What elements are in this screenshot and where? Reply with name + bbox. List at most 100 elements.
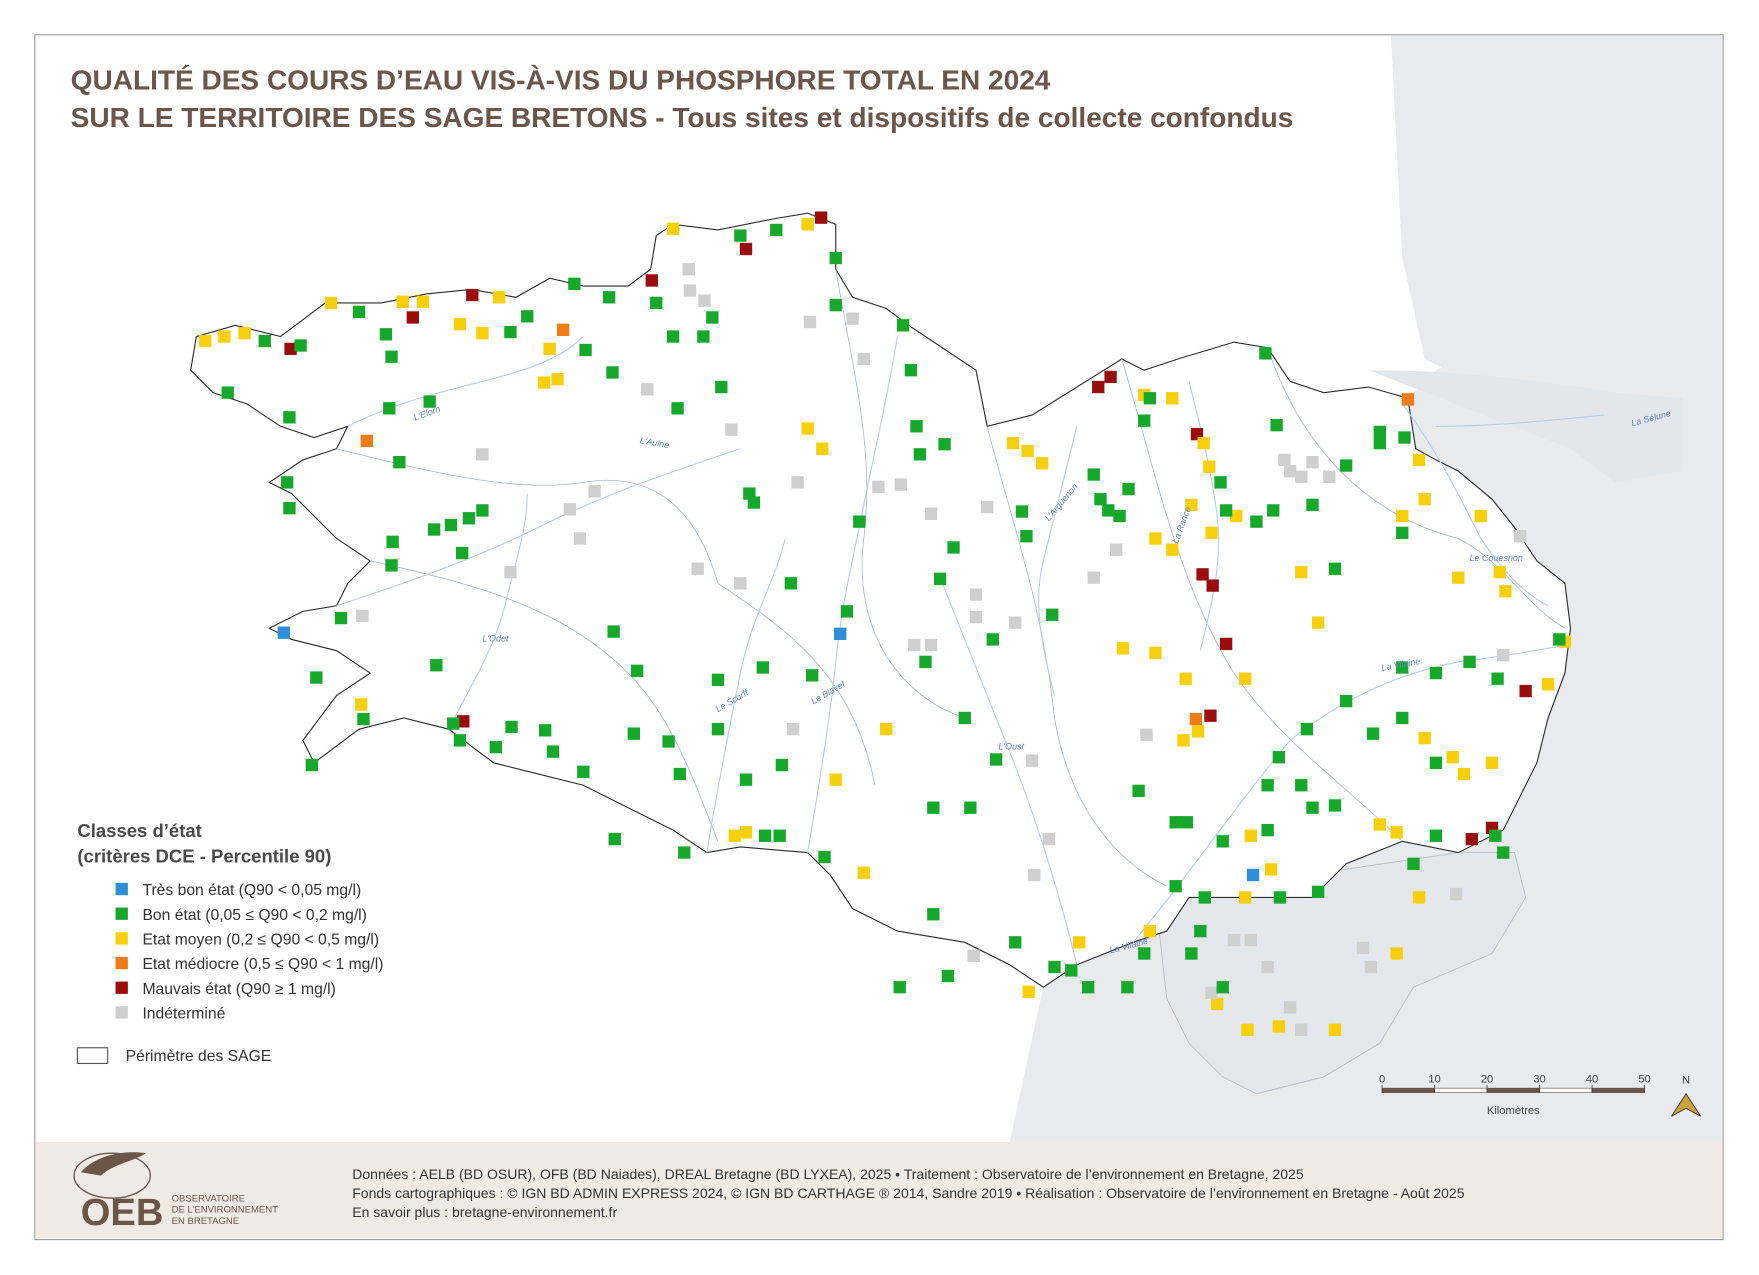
station-marker [1390, 826, 1403, 839]
station-marker [360, 434, 373, 448]
station-marker [573, 532, 587, 545]
legend-label: Très bon état (Q90 < 0,05 mg/l) [142, 882, 361, 899]
station-marker [556, 323, 570, 336]
legend-label: Etat moyen (0,2 ≤ Q90 < 0,5 mg/l) [142, 932, 379, 949]
scale-segment [1591, 1087, 1645, 1093]
north-label: N [1682, 1075, 1690, 1087]
station-marker [924, 507, 938, 520]
station-marker [283, 411, 296, 424]
station-marker [1048, 960, 1061, 974]
station-marker [666, 222, 680, 236]
station-marker [938, 438, 951, 451]
station-markers [199, 211, 1572, 1036]
station-marker [1412, 891, 1426, 904]
station-marker [1449, 887, 1463, 901]
station-marker [1356, 941, 1370, 955]
station-marker [221, 386, 234, 399]
station-marker [1270, 418, 1283, 432]
station-marker [1189, 712, 1203, 726]
station-marker [1116, 642, 1130, 655]
station-marker [1463, 655, 1476, 669]
station-marker [1272, 1020, 1286, 1033]
station-marker [1306, 456, 1319, 469]
station-marker [698, 294, 711, 307]
station-marker [352, 305, 366, 319]
station-marker [1122, 482, 1135, 496]
station-marker [947, 541, 960, 554]
station-marker [385, 559, 398, 572]
station-marker [1278, 453, 1291, 467]
station-marker [846, 312, 859, 325]
station-marker [1138, 414, 1151, 427]
station-marker [1087, 571, 1100, 584]
station-marker [1009, 616, 1022, 629]
legend-swatch [115, 882, 128, 896]
station-marker [715, 380, 728, 394]
station-marker [416, 295, 430, 308]
station-marker [801, 218, 814, 231]
station-marker [355, 698, 368, 711]
station-marker [310, 671, 323, 684]
station-marker [775, 758, 789, 772]
logo-acronym: OEB [81, 1191, 164, 1234]
station-marker [829, 251, 842, 265]
map-title: QUALITÉ DES COURS D’EAU VIS-À-VIS DU PHO… [71, 65, 1051, 96]
station-marker [427, 523, 441, 536]
station-marker [1143, 924, 1157, 938]
footer-line: Fonds cartographiques : © IGN BD ADMIN E… [352, 1185, 1464, 1201]
station-marker [1020, 530, 1033, 543]
station-marker [986, 633, 999, 646]
station-marker [588, 485, 601, 498]
station-marker [927, 801, 940, 814]
station-marker [1219, 637, 1233, 651]
station-marker [607, 625, 620, 638]
legend-label: Bon état (0,05 ≤ Q90 < 0,2 mg/l) [142, 907, 366, 924]
station-marker [423, 395, 436, 408]
station-marker [476, 327, 489, 340]
station-marker [606, 366, 619, 379]
station-marker [645, 274, 658, 287]
station-marker [393, 456, 406, 469]
station-marker [1179, 672, 1192, 685]
station-marker [682, 263, 695, 276]
river [941, 583, 1078, 965]
station-marker [1493, 565, 1507, 579]
station-marker [1025, 754, 1039, 767]
station-marker [1216, 835, 1229, 848]
sage-boundary [1121, 358, 1403, 842]
river [1401, 403, 1549, 607]
logo-text: EN BRETAGNE [172, 1216, 240, 1227]
station-marker [1396, 711, 1409, 725]
legend-label: Indéterminé [142, 1006, 225, 1023]
station-marker [691, 562, 704, 575]
station-marker [958, 711, 971, 725]
river-label: L'Odet [482, 634, 509, 644]
station-marker [1300, 723, 1314, 736]
station-marker [1418, 731, 1431, 745]
station-marker [1328, 799, 1342, 812]
station-marker [770, 223, 783, 237]
station-marker [1028, 868, 1041, 882]
perimeter-label: Périmètre des SAGE [126, 1048, 272, 1065]
station-marker [447, 717, 460, 730]
scale-tick-label: 10 [1428, 1074, 1440, 1086]
station-marker [453, 734, 467, 747]
station-marker [908, 638, 921, 652]
station-marker [1311, 885, 1325, 899]
station-marker [1166, 392, 1179, 405]
map-title: SUR LE TERRITOIRE DES SAGE BRETONS - Tou… [71, 102, 1294, 133]
station-marker [504, 325, 517, 339]
station-marker [1102, 504, 1115, 517]
station-marker [258, 334, 271, 348]
station-marker [1429, 829, 1443, 842]
station-marker [627, 727, 640, 740]
station-marker [521, 310, 534, 323]
legend-swatch [115, 956, 128, 970]
station-marker [1214, 476, 1227, 489]
station-marker [1216, 981, 1229, 994]
station-marker [238, 327, 251, 340]
station-marker [1191, 725, 1205, 738]
station-marker [1198, 891, 1211, 904]
